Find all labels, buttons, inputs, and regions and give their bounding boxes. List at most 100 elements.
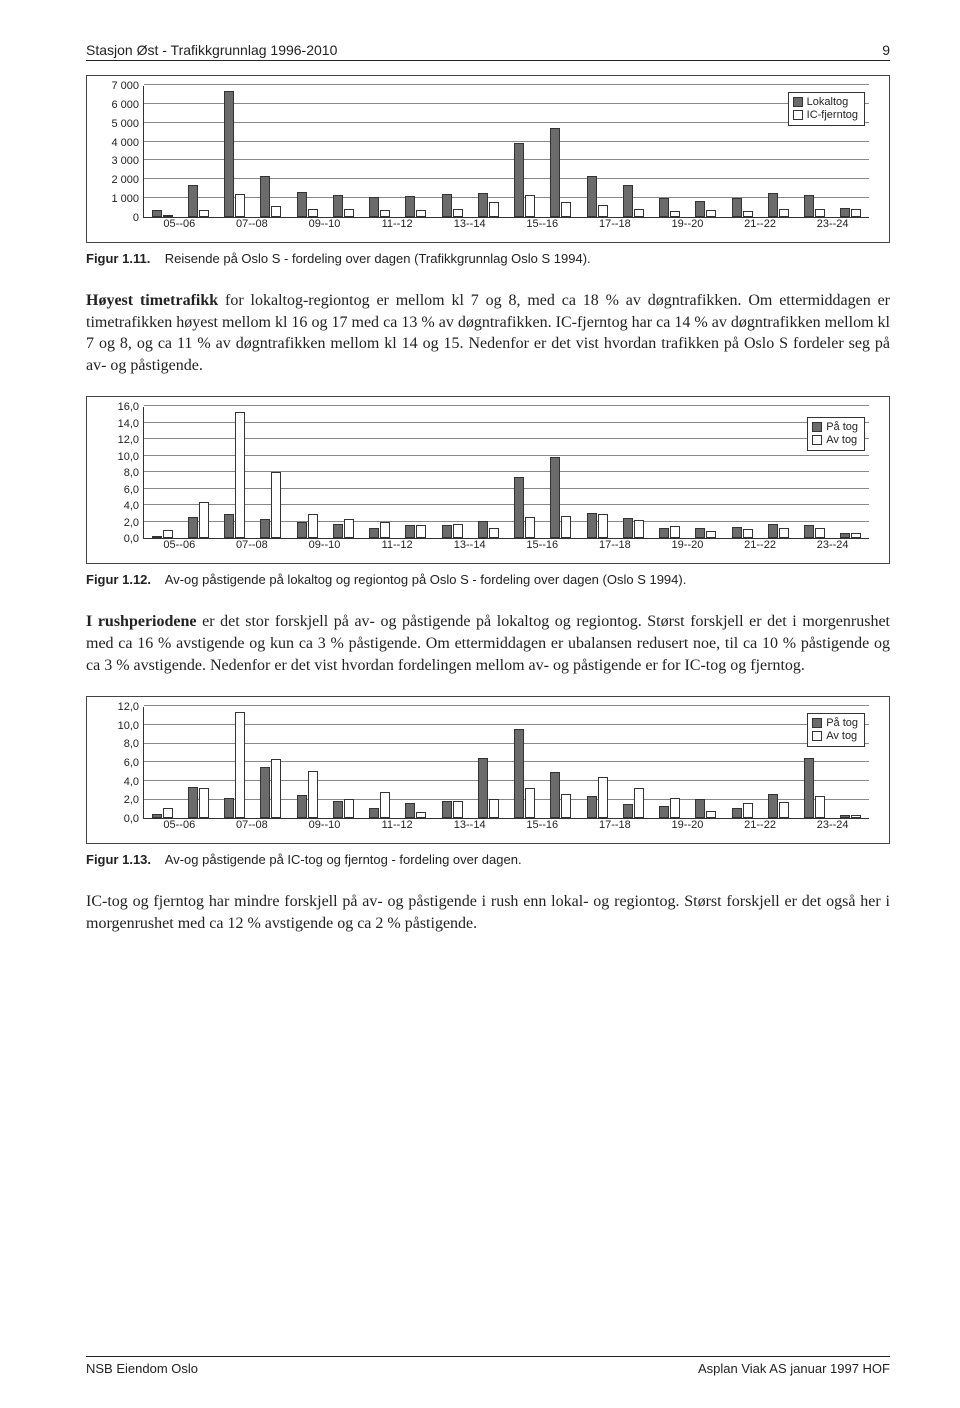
bar-series-a (768, 524, 778, 539)
bar-series-b (706, 811, 716, 818)
bar-series-a (260, 519, 270, 539)
bar-series-a (623, 185, 633, 217)
bar-series-a (442, 194, 452, 217)
x-tick-label: 13--14 (433, 539, 506, 557)
bar-series-b (344, 799, 354, 819)
y-tick-label: 4 000 (111, 137, 139, 149)
bar-series-a (333, 524, 343, 538)
bar-series-a (587, 176, 597, 217)
bar-series-b (199, 502, 209, 538)
x-tick-label: 21--22 (724, 218, 797, 236)
x-tick-label: 17--18 (579, 819, 652, 837)
legend-label: Av tog (826, 434, 857, 446)
x-tick-label: 05--06 (143, 218, 216, 236)
bar-series-b (851, 533, 861, 539)
bar-series-b (416, 210, 426, 217)
chart-2-box: 0,02,04,06,08,010,012,014,016,005--0607-… (86, 396, 890, 564)
bar-series-a (659, 528, 669, 538)
header-page-number: 9 (882, 42, 890, 58)
legend: LokaltogIC-fjerntog (788, 92, 865, 126)
y-tick-label: 1 000 (111, 193, 139, 205)
bar-series-b (670, 211, 680, 217)
bar-series-a (732, 808, 742, 818)
x-tick-label: 13--14 (433, 218, 506, 236)
bar-series-b (235, 712, 245, 818)
x-tick-label: 07--08 (216, 539, 289, 557)
x-tick-label: 09--10 (288, 819, 361, 837)
bar-series-b (706, 531, 716, 538)
bar-series-b (489, 528, 499, 539)
bar-series-a (405, 803, 415, 818)
bar-series-a (333, 801, 343, 818)
y-tick-label: 3 000 (111, 155, 139, 167)
x-tick-label: 17--18 (579, 539, 652, 557)
bar-series-b (743, 211, 753, 217)
bar-series-b (416, 812, 426, 819)
y-tick-label: 0,0 (124, 533, 139, 545)
bar-series-b (199, 210, 209, 217)
y-tick-label: 12,0 (118, 434, 139, 446)
bar-series-a (188, 787, 198, 818)
paragraph-1: Høyest timetrafikk for lokaltog-regionto… (86, 290, 890, 376)
x-tick-label: 23--24 (796, 819, 869, 837)
bar-series-b (235, 194, 245, 217)
bar-series-a (514, 729, 524, 819)
x-tick-label: 07--08 (216, 819, 289, 837)
y-tick-label: 7 000 (111, 80, 139, 92)
page-header: Stasjon Øst - Trafikkgrunnlag 1996-2010 … (86, 42, 890, 61)
bar-series-b (235, 412, 245, 538)
legend-label: Lokaltog (807, 96, 849, 108)
bar-series-a (732, 527, 742, 539)
bar-series-a (297, 795, 307, 818)
chart-3-box: 0,02,04,06,08,010,012,005--0607--0809--1… (86, 696, 890, 844)
bar-series-a (442, 525, 452, 538)
y-tick-label: 6,0 (124, 484, 139, 496)
bar-series-b (670, 798, 680, 819)
legend-label: På tog (826, 717, 858, 729)
bar-series-b (851, 815, 861, 818)
bar-series-b (380, 792, 390, 818)
x-tick-label: 15--16 (506, 218, 579, 236)
bar-series-a (478, 758, 488, 819)
bar-series-a (514, 143, 524, 217)
y-tick-label: 10,0 (118, 720, 139, 732)
y-tick-label: 8,0 (124, 467, 139, 479)
bar-series-a (188, 185, 198, 217)
bar-series-b (598, 514, 608, 538)
x-tick-label: 11--12 (361, 539, 434, 557)
y-tick-label: 10,0 (118, 451, 139, 463)
legend-label: Av tog (826, 730, 857, 742)
bar-series-a (405, 196, 415, 217)
bar-series-b (525, 517, 535, 538)
bar-series-b (344, 519, 354, 538)
legend-swatch-b (812, 731, 822, 741)
y-tick-label: 12,0 (118, 701, 139, 713)
bar-series-a (804, 525, 814, 538)
legend: På togAv tog (807, 417, 865, 451)
bar-series-b (271, 759, 281, 818)
bar-series-b (634, 520, 644, 538)
bar-series-a (840, 533, 850, 538)
chart-1-box: 01 0002 0003 0004 0005 0006 0007 00005--… (86, 75, 890, 243)
bar-series-b (453, 801, 463, 818)
page-footer: NSB Eiendom Oslo Asplan Viak AS januar 1… (86, 1356, 890, 1376)
x-tick-label: 15--16 (506, 819, 579, 837)
bar-series-b (525, 788, 535, 818)
x-tick-label: 05--06 (143, 539, 216, 557)
bar-series-a (369, 808, 379, 818)
bar-series-b (634, 788, 644, 818)
x-tick-label: 21--22 (724, 819, 797, 837)
bar-series-b (489, 202, 499, 217)
bar-series-a (587, 513, 597, 539)
bar-series-b (163, 215, 173, 217)
x-tick-label: 09--10 (288, 218, 361, 236)
paragraph-3: IC-tog og fjerntog har mindre forskjell … (86, 891, 890, 934)
caption-2-num: Figur 1.12. (86, 572, 151, 587)
footer-left: NSB Eiendom Oslo (86, 1361, 198, 1376)
bar-series-a (152, 210, 162, 217)
bar-series-a (587, 796, 597, 818)
caption-1-text: Reisende på Oslo S - fordeling over dage… (165, 251, 591, 266)
bar-series-b (308, 209, 318, 217)
bar-series-b (163, 530, 173, 538)
bar-series-a (514, 477, 524, 539)
